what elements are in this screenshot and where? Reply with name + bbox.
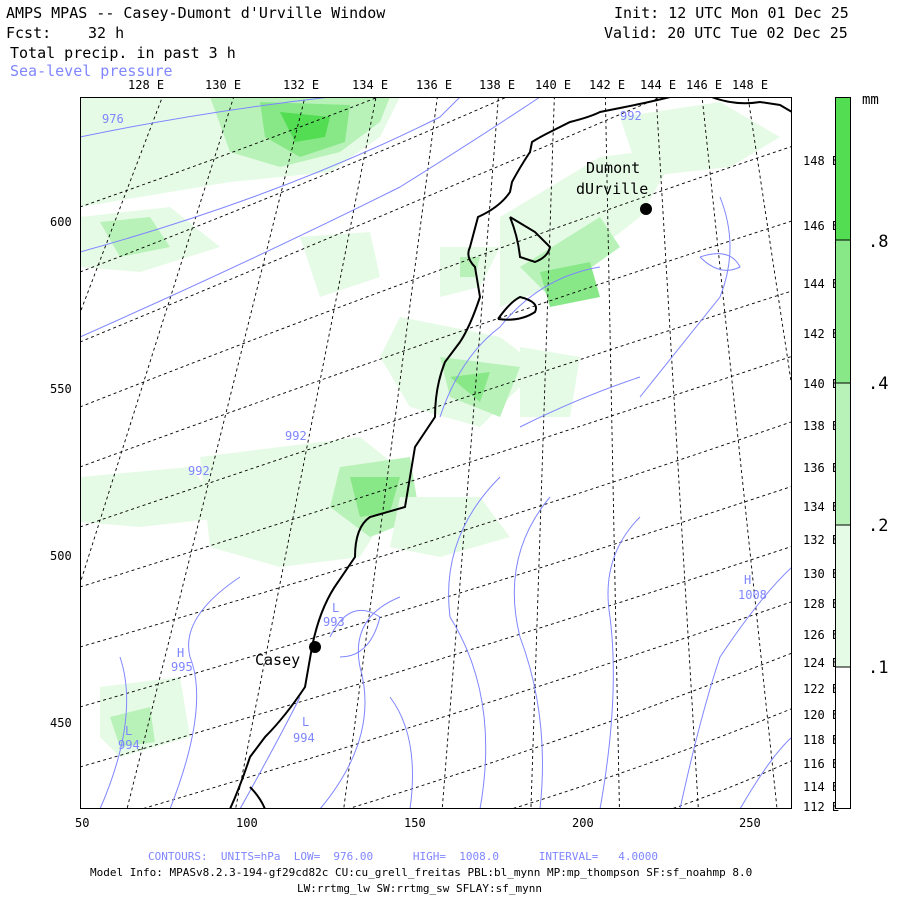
right-lon-label: 142 E (803, 327, 840, 341)
isobar-label: 995 (171, 660, 193, 674)
valid-time: Valid: 20 UTC Tue 02 Dec 25 (604, 24, 848, 42)
colorbar-segment-light (835, 525, 851, 667)
dumont-durville-station-dot (640, 203, 652, 215)
isobars (80, 97, 792, 809)
right-lon-label: 116 E (803, 757, 840, 771)
colorbar-level-label: .2 (868, 516, 889, 536)
right-lon-label: 122 E (803, 682, 840, 696)
place-label: dUrville (576, 180, 648, 198)
colorbar-level-label: .8 (868, 232, 889, 252)
top-lon-label: 148 E (732, 78, 769, 92)
high-pressure-marker: H (744, 573, 751, 587)
colorbar-unit: mm (862, 92, 879, 108)
top-lon-label: 146 E (686, 78, 723, 92)
map-frame (80, 97, 792, 809)
isobar-labels: 976 992 992 992 993 995 994 994 1008 L H… (102, 109, 767, 752)
top-lon-label: 144 E (640, 78, 677, 92)
right-lon-label: 144 E (803, 277, 840, 291)
colorbar-segment-none (835, 667, 851, 809)
top-lon-label: 140 E (535, 78, 572, 92)
place-label: Dumont (586, 159, 640, 177)
right-lon-label: 130 E (803, 567, 840, 581)
right-lon-label: 128 E (803, 597, 840, 611)
field-sea-level-pressure: Sea-level pressure (10, 62, 173, 80)
field-total-precip: Total precip. in past 3 h (10, 44, 236, 62)
right-lon-label: 126 E (803, 628, 840, 642)
model-info-physics: LW:rrtmg_lw SW:rrtmg_sw SFLAY:sf_mynn (297, 882, 543, 895)
right-lon-label: 112 E (803, 800, 840, 814)
precip-pressure-map: 976 992 992 992 993 995 994 994 1008 L H… (80, 97, 792, 809)
right-lon-label: 114 E (803, 780, 840, 794)
map-title: AMPS MPAS -- Casey-Dumont d'Urville Wind… (6, 4, 386, 22)
model-info: Model Info: MPASv8.2.3-194-gf29cd82c CU:… (90, 866, 753, 879)
init-time: Init: 12 UTC Mon 01 Dec 25 (614, 4, 849, 22)
x-tick-label: 200 (572, 816, 594, 830)
isobar-label: 992 (285, 429, 307, 443)
map-background (80, 97, 792, 809)
y-tick-label: 500 (50, 549, 72, 563)
colorbar-segment-strong (835, 240, 851, 383)
forecast-label: Fcst: (6, 24, 52, 42)
x-tick-label: 50 (75, 816, 90, 830)
isobar-label: 993 (323, 615, 345, 629)
colorbar-level-label: .1 (868, 658, 889, 678)
isobar-label: 1008 (738, 588, 767, 602)
y-tick-label: 450 (50, 716, 72, 730)
top-lon-label: 132 E (283, 78, 320, 92)
top-lon-label: 138 E (479, 78, 516, 92)
longitude-graticule (80, 97, 792, 809)
x-tick-label: 100 (236, 816, 258, 830)
x-tick-label: 150 (404, 816, 426, 830)
right-lon-label: 138 E (803, 419, 840, 433)
top-lon-label: 130 E (205, 78, 242, 92)
isobar-label: 976 (102, 112, 124, 126)
right-lon-label: 132 E (803, 533, 840, 547)
low-pressure-marker: L (125, 724, 132, 738)
colorbar-level-label: .4 (868, 374, 889, 394)
latitude-graticule (80, 97, 792, 809)
colorbar-segment-max (835, 97, 851, 240)
forecast-hour: 32 h (88, 24, 125, 42)
top-lon-label: 134 E (352, 78, 389, 92)
right-lon-label: 136 E (803, 461, 840, 475)
x-tick-label: 250 (739, 816, 761, 830)
top-lon-label: 136 E (416, 78, 453, 92)
top-lon-label: 142 E (589, 78, 626, 92)
precip-colorbar (835, 97, 851, 809)
right-lon-label: 118 E (803, 733, 840, 747)
low-pressure-marker: L (332, 601, 339, 615)
right-lon-label: 134 E (803, 500, 840, 514)
low-pressure-marker: L (302, 715, 309, 729)
top-lon-label: 128 E (128, 78, 165, 92)
isobar-label: 994 (293, 731, 315, 745)
place-label: Casey (255, 651, 300, 669)
y-tick-label: 550 (50, 382, 72, 396)
right-lon-label: 120 E (803, 708, 840, 722)
right-lon-label: 124 E (803, 656, 840, 670)
right-lon-label: 140 E (803, 377, 840, 391)
right-lon-label: 148 E (803, 154, 840, 168)
y-tick-label: 600 (50, 215, 72, 229)
isobar-label: 994 (118, 738, 140, 752)
casey-station-dot (309, 641, 321, 653)
isobar-label: 992 (188, 464, 210, 478)
colorbar-segment-mid (835, 383, 851, 525)
right-lon-label: 146 E (803, 219, 840, 233)
contour-info: CONTOURS: UNITS=hPa LOW= 976.00 HIGH= 10… (148, 850, 658, 863)
high-pressure-marker: H (177, 646, 184, 660)
isobar-label: 992 (620, 109, 642, 123)
